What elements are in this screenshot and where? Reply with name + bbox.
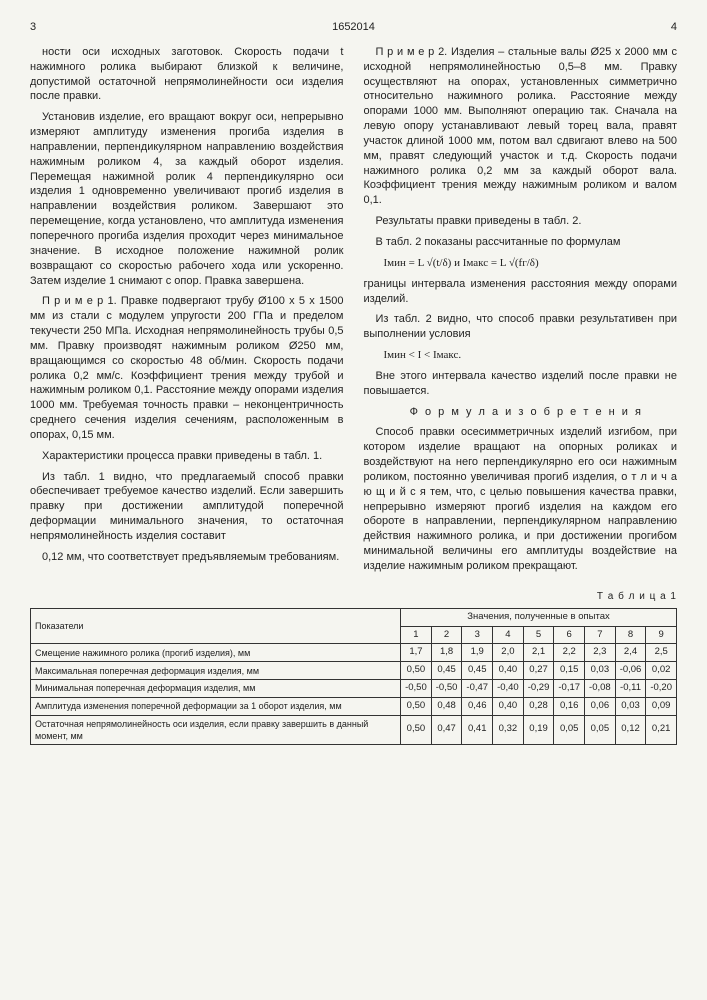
table1-cell: 2,2 bbox=[554, 644, 585, 662]
table1-col: 6 bbox=[554, 626, 585, 644]
table1-col: 8 bbox=[615, 626, 646, 644]
table1-cell: 1,9 bbox=[462, 644, 493, 662]
table1-cell: 0,41 bbox=[462, 715, 493, 744]
para-example2: П р и м е р 2. Изделия – стальные валы Ø… bbox=[364, 45, 678, 208]
para: Из табл. 1 видно, что предлагаемый спосо… bbox=[30, 470, 344, 544]
table1-cell: -0,06 bbox=[615, 662, 646, 680]
table1-cell: 1,7 bbox=[401, 644, 432, 662]
table1-cell: -0,29 bbox=[523, 680, 554, 698]
table1-cell: 0,03 bbox=[585, 662, 616, 680]
table1-rowlabel: Смещение нажимного ролика (прогиб издели… bbox=[31, 644, 401, 662]
table1-cell: -0,20 bbox=[646, 680, 677, 698]
table1-caption: Т а б л и ц а 1 bbox=[30, 590, 677, 604]
para: Установив изделие, его вращают вокруг ос… bbox=[30, 110, 344, 288]
table1-cell: 0,50 bbox=[401, 662, 432, 680]
table1-rowlabel: Амплитуда изменения поперечной деформаци… bbox=[31, 697, 401, 715]
table1-rowlabel: Минимальная поперечная деформация издели… bbox=[31, 680, 401, 698]
page-header: 3 1652014 4 bbox=[30, 20, 677, 35]
table1-cell: 0,45 bbox=[431, 662, 462, 680]
table1-cell: -0,40 bbox=[493, 680, 524, 698]
para: 0,12 мм, что соответствует предъявляемым… bbox=[30, 550, 344, 565]
table1-cell: 0,47 bbox=[431, 715, 462, 744]
table1-cell: 0,03 bbox=[615, 697, 646, 715]
para: Из табл. 2 видно, что способ правки резу… bbox=[364, 312, 678, 342]
table1-cell: 2,1 bbox=[523, 644, 554, 662]
table-row: Минимальная поперечная деформация издели… bbox=[31, 680, 677, 698]
para: В табл. 2 показаны рассчитанные по форму… bbox=[364, 235, 678, 250]
para: Вне этого интервала качество изделий пос… bbox=[364, 369, 678, 399]
table-row: Амплитуда изменения поперечной деформаци… bbox=[31, 697, 677, 715]
table1-rowlabel: Остаточная непрямолинейность оси изделия… bbox=[31, 715, 401, 744]
para: ности оси исходных заготовок. Скорость п… bbox=[30, 45, 344, 104]
claim-text: Способ правки осесимметричных изделий из… bbox=[364, 425, 678, 573]
para: Результаты правки приведены в табл. 2. bbox=[364, 214, 678, 229]
table1-cell: 0,09 bbox=[646, 697, 677, 715]
table-row: Смещение нажимного ролика (прогиб издели… bbox=[31, 644, 677, 662]
table1-cell: 0,27 bbox=[523, 662, 554, 680]
table-row: Остаточная непрямолинейность оси изделия… bbox=[31, 715, 677, 744]
table1-header-group: Значения, полученные в опытах bbox=[401, 608, 677, 626]
table1-header-main: Показатели bbox=[31, 608, 401, 644]
table1-cell: 2,0 bbox=[493, 644, 524, 662]
condition: Iмин < I < Iмакс. bbox=[364, 348, 678, 363]
table1-cell: 2,4 bbox=[615, 644, 646, 662]
document-number: 1652014 bbox=[36, 20, 671, 35]
formula: Iмин = L √(t/δ) и Iмакс = L √(fг/δ) bbox=[364, 256, 678, 271]
table1-col: 3 bbox=[462, 626, 493, 644]
body-columns: ности оси исходных заготовок. Скорость п… bbox=[30, 45, 677, 575]
table1: Показатели Значения, полученные в опытах… bbox=[30, 608, 677, 745]
table1-cell: 0,21 bbox=[646, 715, 677, 744]
table1-cell: 2,5 bbox=[646, 644, 677, 662]
table1-cell: 0,48 bbox=[431, 697, 462, 715]
table1-cell: 0,06 bbox=[585, 697, 616, 715]
table1-cell: 2,3 bbox=[585, 644, 616, 662]
table1-cell: 0,40 bbox=[493, 662, 524, 680]
table1-cell: 0,16 bbox=[554, 697, 585, 715]
table1-col: 7 bbox=[585, 626, 616, 644]
table1-cell: 0,40 bbox=[493, 697, 524, 715]
table1-cell: -0,08 bbox=[585, 680, 616, 698]
table1-cell: 0,15 bbox=[554, 662, 585, 680]
table1-cell: 0,50 bbox=[401, 715, 432, 744]
table1-cell: -0,17 bbox=[554, 680, 585, 698]
table1-cell: 0,28 bbox=[523, 697, 554, 715]
table1-cell: -0,47 bbox=[462, 680, 493, 698]
table1-cell: 0,46 bbox=[462, 697, 493, 715]
table1-cell: 0,50 bbox=[401, 697, 432, 715]
table1-col: 9 bbox=[646, 626, 677, 644]
table1-col: 5 bbox=[523, 626, 554, 644]
claim-title: Ф о р м у л а и з о б р е т е н и я bbox=[364, 405, 678, 420]
table1-cell: -0,50 bbox=[401, 680, 432, 698]
table1-col: 2 bbox=[431, 626, 462, 644]
table1-cell: 0,12 bbox=[615, 715, 646, 744]
table1-cell: 0,19 bbox=[523, 715, 554, 744]
table1-cell: 0,32 bbox=[493, 715, 524, 744]
table1-rowlabel: Максимальная поперечная деформация издел… bbox=[31, 662, 401, 680]
table1-cell: 0,05 bbox=[585, 715, 616, 744]
table1-col: 4 bbox=[493, 626, 524, 644]
para: границы интервала изменения расстояния м… bbox=[364, 277, 678, 307]
table1-col: 1 bbox=[401, 626, 432, 644]
table1-cell: 0,45 bbox=[462, 662, 493, 680]
table-row: Максимальная поперечная деформация издел… bbox=[31, 662, 677, 680]
para-example1: П р и м е р 1. Правке подвергают трубу Ø… bbox=[30, 294, 344, 442]
para: Характеристики процесса правки приведены… bbox=[30, 449, 344, 464]
table1-cell: 0,02 bbox=[646, 662, 677, 680]
table1-cell: -0,50 bbox=[431, 680, 462, 698]
table1-cell: 0,05 bbox=[554, 715, 585, 744]
table1-cell: -0,11 bbox=[615, 680, 646, 698]
table1-cell: 1,8 bbox=[431, 644, 462, 662]
page-num-right: 4 bbox=[671, 20, 677, 35]
